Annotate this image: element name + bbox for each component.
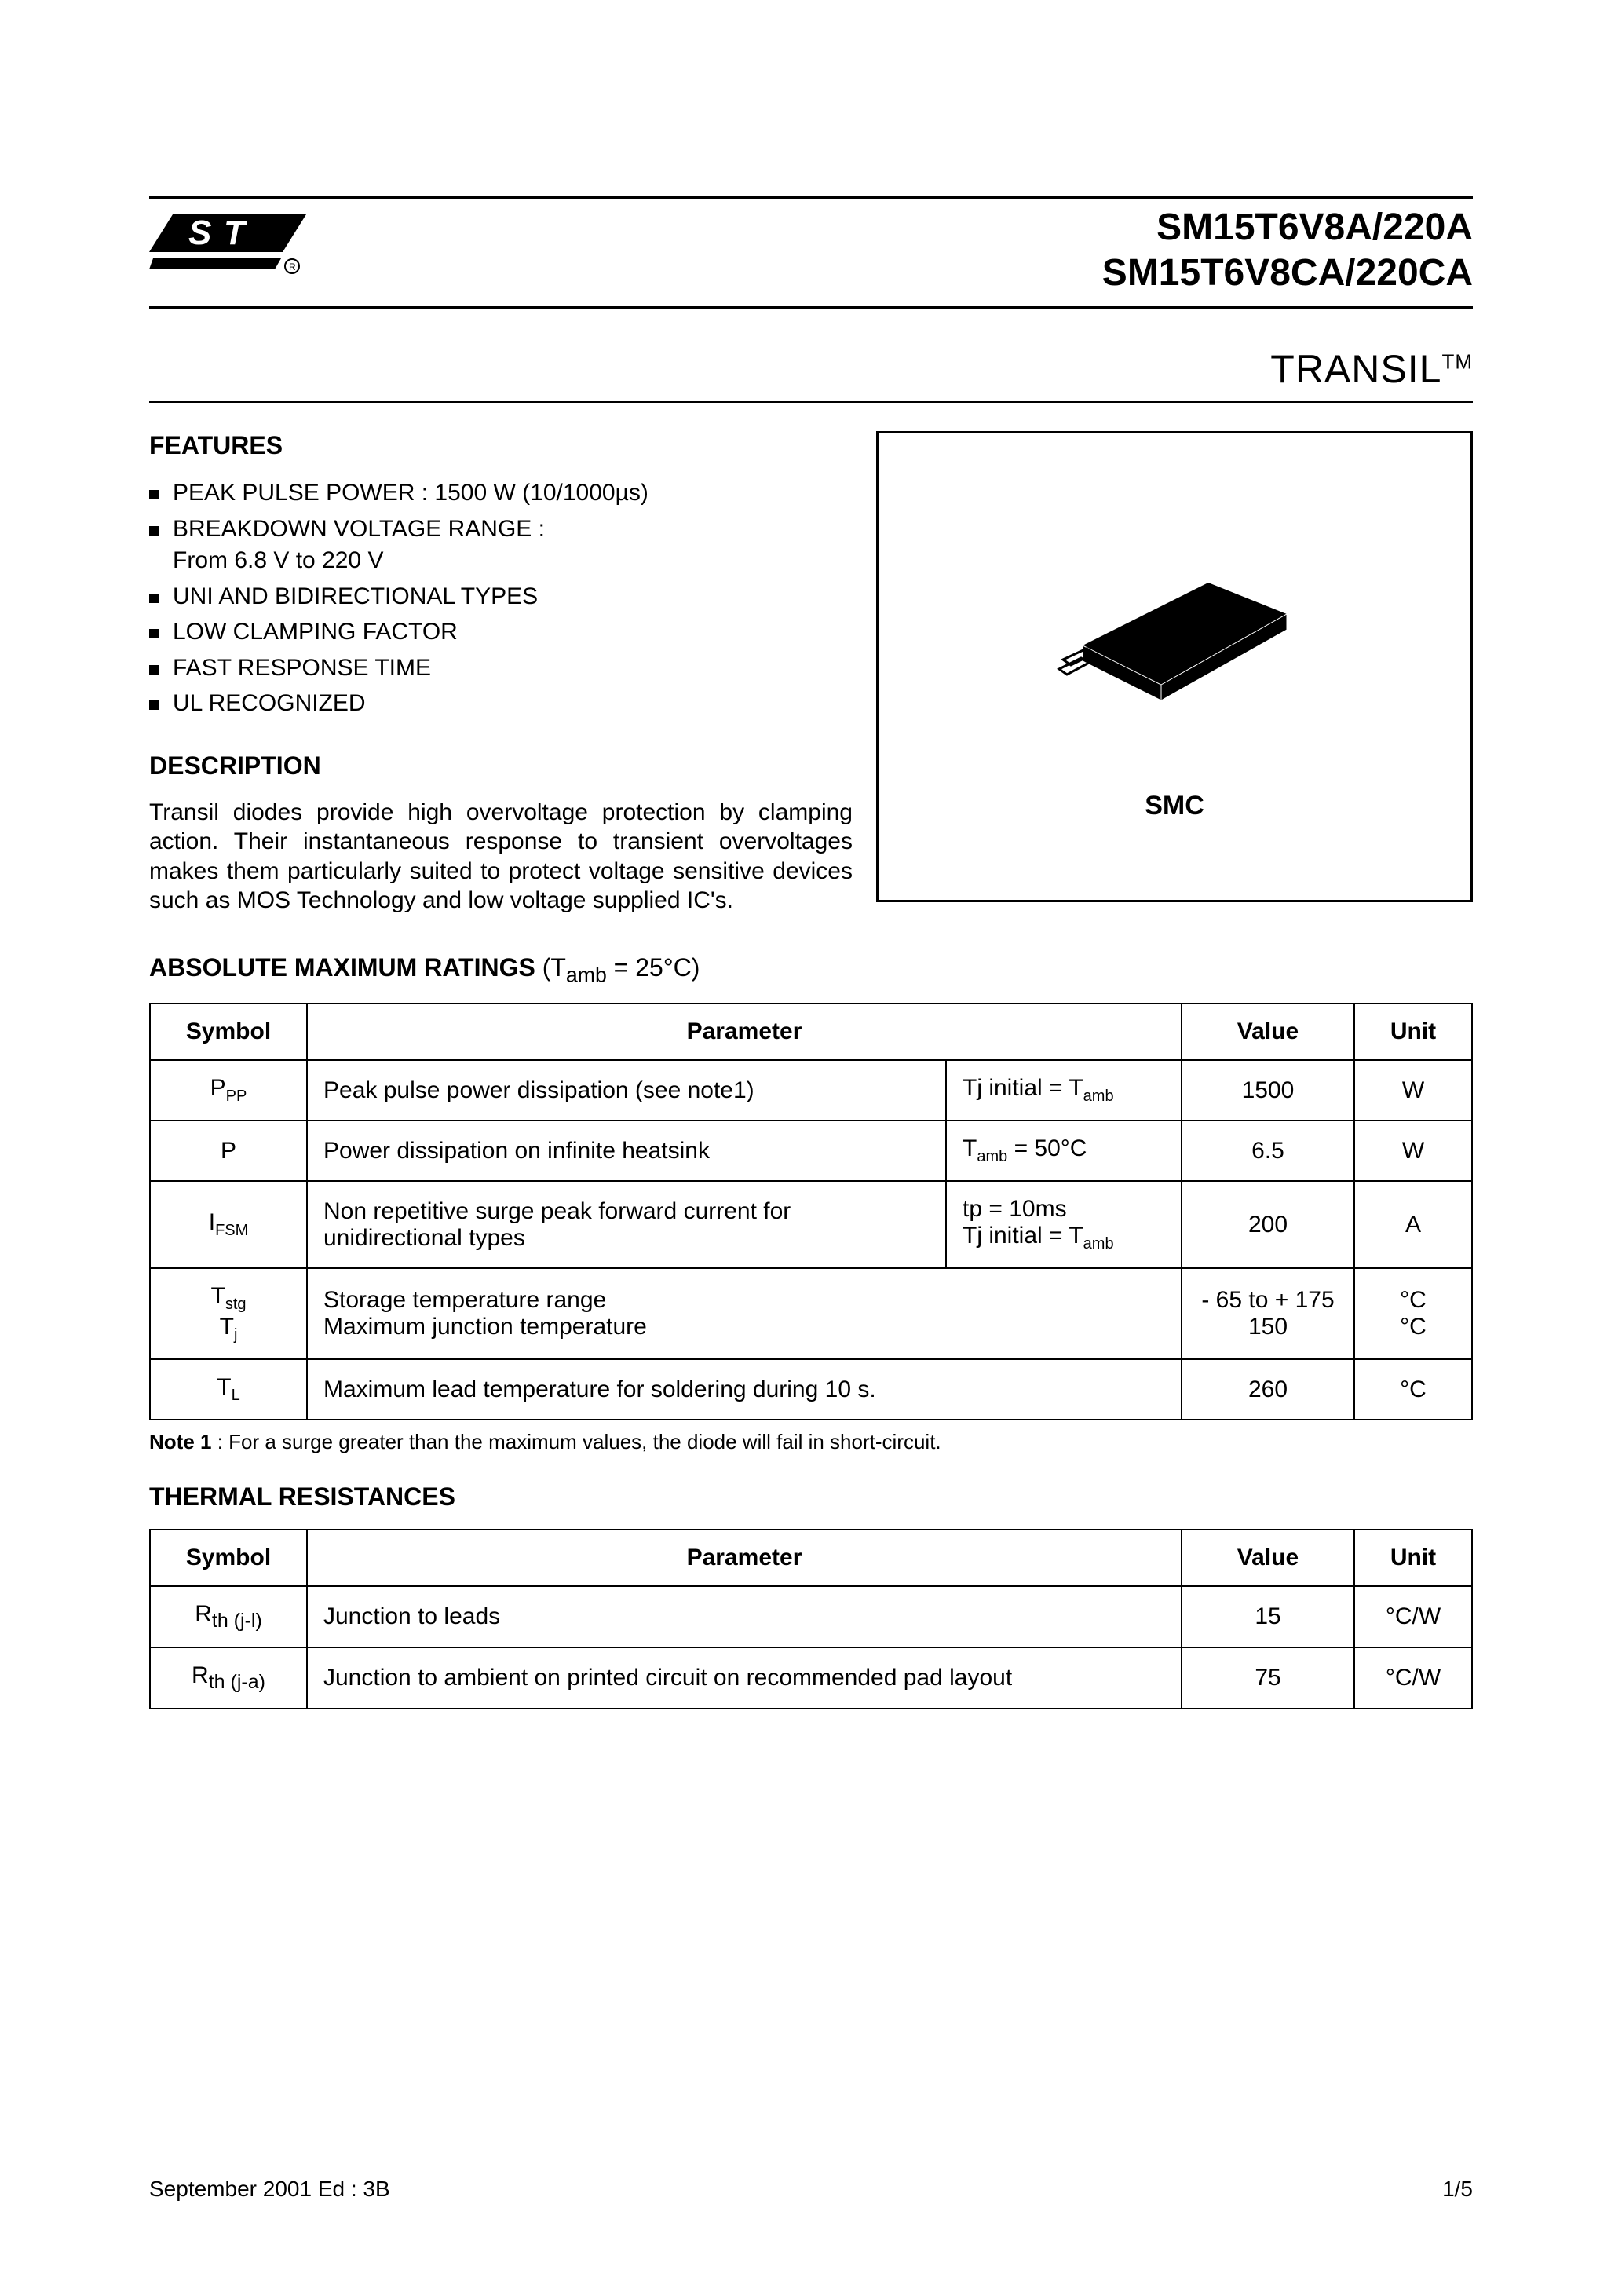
feature-item: UL RECOGNIZED xyxy=(149,688,853,720)
col-unit: Unit xyxy=(1354,1530,1472,1586)
table-header-row: Symbol Parameter Value Unit xyxy=(150,1530,1472,1586)
ratings-note: Note 1 : For a surge greater than the ma… xyxy=(149,1430,1473,1454)
cell-parameter: Maximum lead temperature for soldering d… xyxy=(307,1359,1182,1420)
cell-symbol: Rth (j-l) xyxy=(150,1586,307,1647)
table-row: IFSMNon repetitive surge peak forward cu… xyxy=(150,1181,1472,1268)
page-footer: September 2001 Ed : 3B 1/5 xyxy=(149,2177,1473,2202)
cell-parameter: Junction to ambient on printed circuit o… xyxy=(307,1647,1182,1709)
table-row: Rth (j-l)Junction to leads15°C/W xyxy=(150,1586,1472,1647)
col-value: Value xyxy=(1182,1530,1354,1586)
cell-parameter: Junction to leads xyxy=(307,1586,1182,1647)
part-number-line2: SM15T6V8CA/220CA xyxy=(1102,250,1473,296)
ratings-table: Symbol Parameter Value Unit PPPPeak puls… xyxy=(149,1003,1473,1420)
cell-symbol: IFSM xyxy=(150,1181,307,1268)
description-text: Transil diodes provide high overvoltage … xyxy=(149,798,853,916)
cell-value: 15 xyxy=(1182,1586,1354,1647)
cell-symbol: P xyxy=(150,1121,307,1181)
cell-symbol: Rth (j-a) xyxy=(150,1647,307,1709)
cell-value: 260 xyxy=(1182,1359,1354,1420)
tm-mark: TM xyxy=(1441,350,1473,374)
product-family-text: TRANSIL xyxy=(1270,347,1441,391)
svg-text:R: R xyxy=(289,261,296,272)
cell-parameter: Peak pulse power dissipation (see note1) xyxy=(307,1060,946,1121)
col-value: Value xyxy=(1182,1004,1354,1060)
table-row: PPPPeak pulse power dissipation (see not… xyxy=(150,1060,1472,1121)
part-number-block: SM15T6V8A/220A SM15T6V8CA/220CA xyxy=(1102,205,1473,295)
product-family: TRANSILTM xyxy=(149,346,1473,392)
content-columns: FEATURES PEAK PULSE POWER : 1500 W (10/1… xyxy=(149,431,1473,916)
part-number-line1: SM15T6V8A/220A xyxy=(1102,205,1473,250)
col-unit: Unit xyxy=(1354,1004,1472,1060)
cell-parameter: Power dissipation on infinite heatsink xyxy=(307,1121,946,1181)
feature-item: BREAKDOWN VOLTAGE RANGE :From 6.8 V to 2… xyxy=(149,514,853,577)
footer-date: September 2001 Ed : 3B xyxy=(149,2177,390,2202)
ratings-heading-text: ABSOLUTE MAXIMUM RATINGS xyxy=(149,953,535,982)
svg-text:S: S xyxy=(188,214,211,252)
table-row: TLMaximum lead temperature for soldering… xyxy=(150,1359,1472,1420)
right-column: SMC xyxy=(876,431,1473,916)
top-rule xyxy=(149,196,1473,199)
cell-unit: °C/W xyxy=(1354,1647,1472,1709)
feature-item: PEAK PULSE POWER : 1500 W (10/1000µs) xyxy=(149,477,853,510)
cell-condition: Tamb = 50°C xyxy=(946,1121,1182,1181)
datasheet-page: S T R SM15T6V8A/220A SM15T6V8CA/220CA TR… xyxy=(0,0,1622,2296)
header-rule xyxy=(149,306,1473,309)
cell-unit: °C°C xyxy=(1354,1268,1472,1359)
feature-item: LOW CLAMPING FACTOR xyxy=(149,616,853,649)
thermal-heading: THERMAL RESISTANCES xyxy=(149,1483,1473,1512)
col-parameter: Parameter xyxy=(307,1530,1182,1586)
features-heading: FEATURES xyxy=(149,431,853,460)
package-box: SMC xyxy=(876,431,1473,902)
header-row: S T R SM15T6V8A/220A SM15T6V8CA/220CA xyxy=(149,205,1473,295)
smc-package-icon xyxy=(1020,551,1318,724)
cell-parameter: Storage temperature rangeMaximum junctio… xyxy=(307,1268,1182,1359)
subtitle-rule xyxy=(149,401,1473,403)
cell-parameter: Non repetitive surge peak forward curren… xyxy=(307,1181,946,1268)
table-row: Rth (j-a)Junction to ambient on printed … xyxy=(150,1647,1472,1709)
description-heading: DESCRIPTION xyxy=(149,751,853,781)
feature-item: UNI AND BIDIRECTIONAL TYPES xyxy=(149,581,853,613)
cell-unit: A xyxy=(1354,1181,1472,1268)
left-column: FEATURES PEAK PULSE POWER : 1500 W (10/1… xyxy=(149,431,853,916)
feature-item: FAST RESPONSE TIME xyxy=(149,653,853,685)
table-row: TstgTjStorage temperature rangeMaximum j… xyxy=(150,1268,1472,1359)
cell-symbol: TstgTj xyxy=(150,1268,307,1359)
cell-symbol: PPP xyxy=(150,1060,307,1121)
footer-page: 1/5 xyxy=(1442,2177,1473,2202)
st-logo: S T R xyxy=(149,205,322,283)
cell-unit: °C xyxy=(1354,1359,1472,1420)
ratings-heading-cond: (Tamb = 25°C) xyxy=(542,953,700,982)
cell-value: - 65 to + 175150 xyxy=(1182,1268,1354,1359)
cell-value: 1500 xyxy=(1182,1060,1354,1121)
ratings-heading: ABSOLUTE MAXIMUM RATINGS (Tamb = 25°C) xyxy=(149,953,1473,987)
col-parameter: Parameter xyxy=(307,1004,1182,1060)
table-row: PPower dissipation on infinite heatsinkT… xyxy=(150,1121,1472,1181)
package-label: SMC xyxy=(879,791,1470,821)
table-header-row: Symbol Parameter Value Unit xyxy=(150,1004,1472,1060)
col-symbol: Symbol xyxy=(150,1004,307,1060)
cell-unit: W xyxy=(1354,1060,1472,1121)
cell-unit: °C/W xyxy=(1354,1586,1472,1647)
cell-value: 6.5 xyxy=(1182,1121,1354,1181)
cell-unit: W xyxy=(1354,1121,1472,1181)
cell-value: 75 xyxy=(1182,1647,1354,1709)
features-list: PEAK PULSE POWER : 1500 W (10/1000µs) BRE… xyxy=(149,477,853,720)
svg-text:T: T xyxy=(224,214,247,252)
cell-symbol: TL xyxy=(150,1359,307,1420)
cell-condition: Tj initial = Tamb xyxy=(946,1060,1182,1121)
thermal-table: Symbol Parameter Value Unit Rth (j-l)Jun… xyxy=(149,1529,1473,1709)
cell-value: 200 xyxy=(1182,1181,1354,1268)
col-symbol: Symbol xyxy=(150,1530,307,1586)
cell-condition: tp = 10msTj initial = Tamb xyxy=(946,1181,1182,1268)
